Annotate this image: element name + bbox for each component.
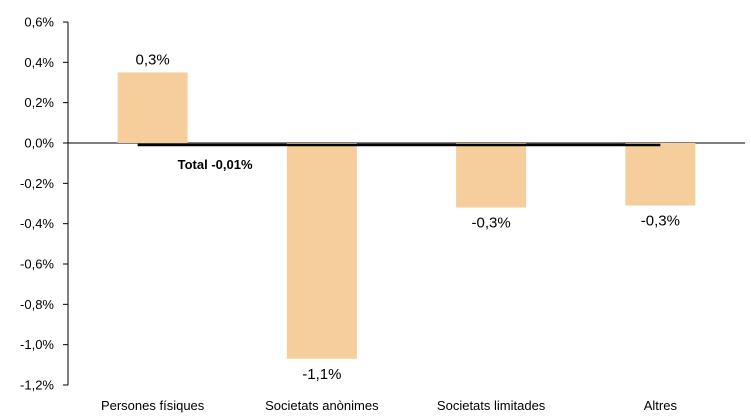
label-layer: 0,3% Persones físiques -1,1% Societats anòn… (101, 51, 680, 413)
bar-layer (117, 72, 696, 359)
y-tick-label: 0,6% (24, 15, 54, 30)
y-tick-label: 0,0% (24, 136, 54, 151)
data-label: -0,3% (641, 213, 680, 230)
bar (456, 143, 527, 208)
bar (625, 143, 696, 206)
category-label: Societats anònimes (265, 398, 379, 413)
bar (286, 143, 357, 359)
y-tick-label: 0,4% (24, 55, 54, 70)
y-tick-label: 0,2% (24, 95, 54, 110)
category-label: Altres (644, 398, 678, 413)
y-tick-label: -0,4% (20, 216, 54, 231)
bar (117, 72, 188, 143)
category-label: Societats limitades (437, 398, 546, 413)
y-tick-label: -1,0% (20, 337, 54, 352)
y-tick-label: -0,8% (20, 297, 54, 312)
y-tick-label: -0,2% (20, 176, 54, 191)
total-label: Total -0,01% (178, 157, 253, 172)
category-label: Persones físiques (101, 398, 205, 413)
axis-layer: 0,6% 0,4% 0,2% 0,0% -0,2% -0,4% -0,6% -0,8% -1,0… (20, 15, 745, 393)
y-tick-label: -1,2% (20, 378, 54, 393)
y-tick-label: -0,6% (20, 257, 54, 272)
data-label: -1,1% (302, 366, 341, 383)
data-label: 0,3% (136, 51, 170, 68)
data-label: -0,3% (472, 215, 511, 232)
